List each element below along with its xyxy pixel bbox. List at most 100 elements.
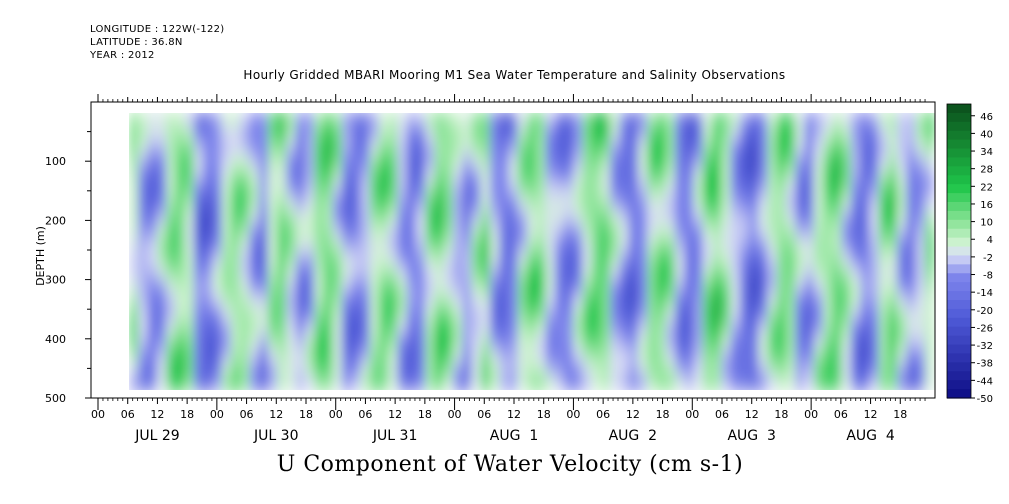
heatmap-cell: [369, 320, 380, 336]
heatmap-cell: [859, 293, 871, 308]
heatmap-cell: [304, 237, 315, 253]
colorbar-swatch: [947, 202, 971, 212]
heatmap-cell: [841, 320, 852, 336]
heatmap-cell: [138, 348, 149, 364]
heatmap-cell: [323, 196, 334, 211]
heatmap-cell: [452, 320, 463, 336]
heatmap-cell: [480, 320, 491, 336]
heatmap-cell: [721, 376, 732, 391]
heatmap-cell: [536, 113, 547, 128]
heatmap-cell: [656, 376, 667, 391]
heatmap-cell: [915, 279, 926, 294]
heatmap-cell: [295, 320, 306, 336]
heatmap-cell: [739, 320, 750, 336]
heatmap-cell: [915, 320, 926, 336]
heatmap-cell: [258, 320, 269, 336]
heatmap-cell: [203, 279, 214, 294]
heatmap-cell: [545, 209, 556, 225]
heatmap-cell: [656, 265, 667, 280]
heatmap-cell: [776, 251, 787, 267]
heatmap-cell: [859, 251, 871, 267]
heatmap-cell: [674, 279, 685, 294]
heatmap-cell: [702, 348, 713, 364]
heatmap-cell: [175, 154, 186, 170]
heatmap-cell: [480, 279, 491, 294]
heatmap-cell: [452, 113, 463, 128]
heatmap-cell: [286, 196, 297, 211]
heatmap-cell: [138, 196, 149, 211]
heatmap-cell: [767, 237, 778, 253]
heatmap-cell: [637, 320, 648, 336]
heatmap-cell: [748, 126, 759, 142]
heatmap-cell: [443, 209, 454, 225]
heatmap-cell: [656, 362, 667, 377]
heatmap-cell: [536, 209, 547, 225]
colorbar-swatch: [947, 139, 971, 150]
heatmap-cell: [406, 237, 417, 253]
heatmap-cell: [795, 209, 806, 225]
heatmap-cell: [813, 362, 824, 377]
heatmap-cell: [906, 154, 917, 170]
heatmap-cell: [184, 279, 195, 294]
heatmap-cell: [258, 348, 269, 364]
colorbar-swatch: [947, 184, 971, 194]
heatmap-cell: [434, 182, 445, 197]
y-tick-label: 200: [45, 214, 66, 227]
heatmap-cell: [415, 223, 426, 239]
heatmap-cell: [452, 140, 463, 156]
heatmap-cell: [388, 196, 399, 211]
heatmap-cell: [323, 293, 334, 308]
heatmap-cell: [351, 265, 362, 280]
heatmap-cell: [832, 209, 843, 225]
heatmap-cell: [304, 154, 315, 170]
heatmap-cell: [203, 237, 214, 253]
heatmap-cell: [767, 140, 778, 156]
heatmap-cell: [388, 251, 399, 267]
heatmap-cell: [434, 154, 445, 170]
heatmap-cell: [758, 196, 769, 211]
heatmap-cell: [323, 279, 334, 294]
heatmap-cell: [582, 348, 593, 364]
heatmap-cell: [665, 376, 676, 391]
heatmap-cell: [536, 306, 547, 322]
colorbar-swatch: [947, 246, 971, 257]
heatmap-cell: [378, 279, 389, 294]
heatmap-cell: [147, 279, 158, 294]
heatmap-cell: [869, 209, 880, 225]
heatmap-cell: [295, 362, 306, 377]
heatmap-cell: [230, 168, 241, 184]
heatmap-cell: [351, 223, 362, 239]
colorbar-swatch: [947, 112, 971, 123]
heatmap-cell: [647, 182, 658, 197]
heatmap-cell: [249, 265, 260, 280]
heatmap-cell: [563, 182, 574, 197]
heatmap-cell: [508, 209, 519, 225]
heatmap-cell: [378, 209, 389, 225]
heatmap-cell: [795, 306, 806, 322]
heatmap-cell: [536, 182, 547, 197]
heatmap-cell: [166, 140, 177, 156]
heatmap-cell: [508, 223, 519, 239]
heatmap-cell: [240, 376, 251, 391]
heatmap-cell: [582, 237, 593, 253]
heatmap-cell: [924, 154, 935, 170]
no-data-region: [91, 390, 935, 398]
heatmap-cell: [674, 293, 685, 308]
heatmap-cell: [693, 196, 704, 211]
heatmap-cell: [295, 126, 306, 142]
heatmap-cell: [822, 140, 834, 156]
heatmap-cell: [277, 126, 288, 142]
heatmap-cell: [277, 265, 288, 280]
heatmap-cell: [406, 306, 417, 322]
heatmap-cell: [795, 320, 806, 336]
heatmap-cell: [813, 182, 824, 197]
heatmap-cell: [628, 182, 639, 197]
heatmap-cell: [277, 209, 288, 225]
heatmap-cell: [563, 376, 574, 391]
heatmap-cell: [887, 182, 898, 197]
heatmap-cell: [647, 196, 658, 211]
heatmap-cell: [896, 348, 908, 364]
heatmap-cell: [702, 168, 713, 184]
heatmap-cell: [138, 376, 149, 391]
heatmap-cell: [785, 334, 796, 350]
